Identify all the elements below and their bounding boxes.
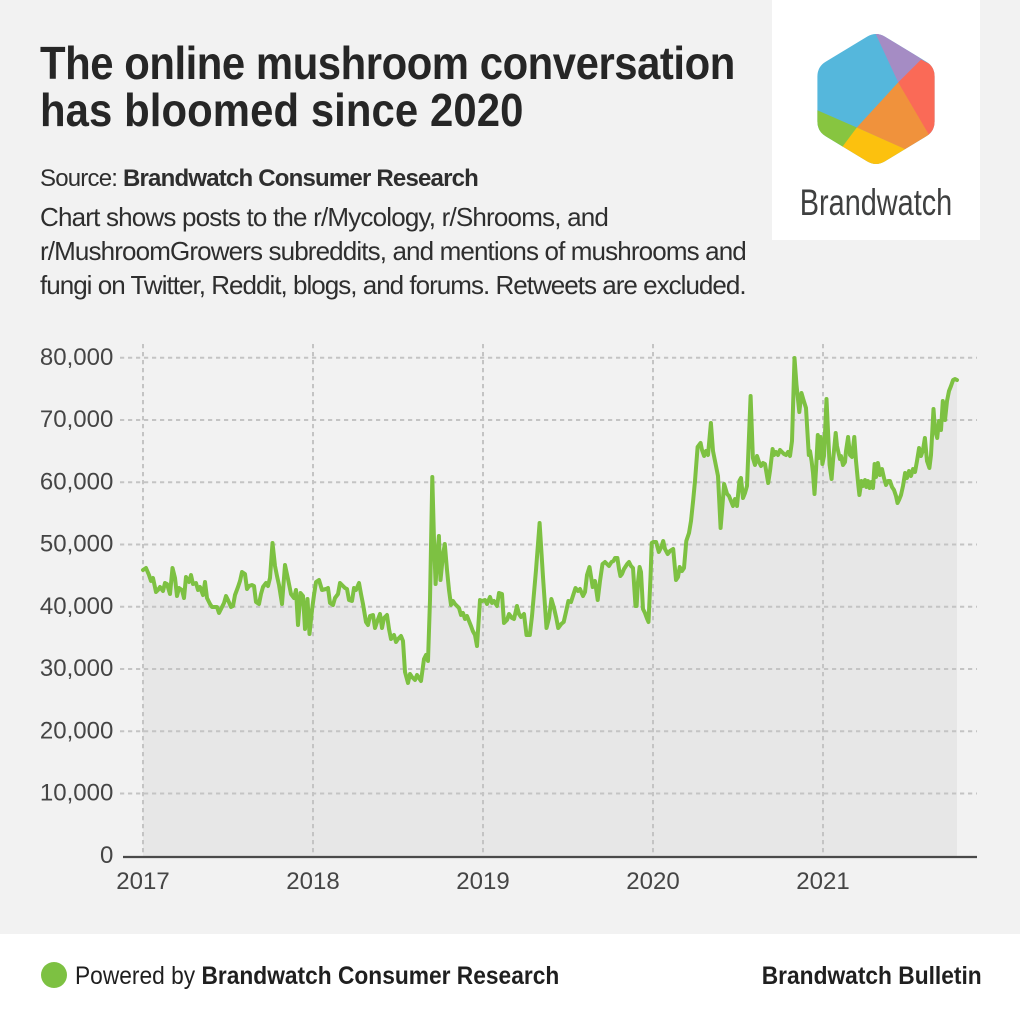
- svg-text:10,000: 10,000: [40, 780, 113, 807]
- svg-text:80,000: 80,000: [40, 344, 113, 371]
- svg-text:2019: 2019: [456, 868, 509, 895]
- svg-text:20,000: 20,000: [40, 717, 113, 744]
- svg-text:60,000: 60,000: [40, 468, 113, 495]
- svg-text:50,000: 50,000: [40, 531, 113, 558]
- svg-text:2018: 2018: [286, 868, 339, 895]
- svg-text:40,000: 40,000: [40, 593, 113, 620]
- svg-text:2017: 2017: [116, 868, 169, 895]
- svg-text:0: 0: [100, 842, 113, 869]
- svg-text:70,000: 70,000: [40, 406, 113, 433]
- svg-text:30,000: 30,000: [40, 655, 113, 682]
- svg-text:2021: 2021: [796, 868, 849, 895]
- svg-text:2020: 2020: [626, 868, 679, 895]
